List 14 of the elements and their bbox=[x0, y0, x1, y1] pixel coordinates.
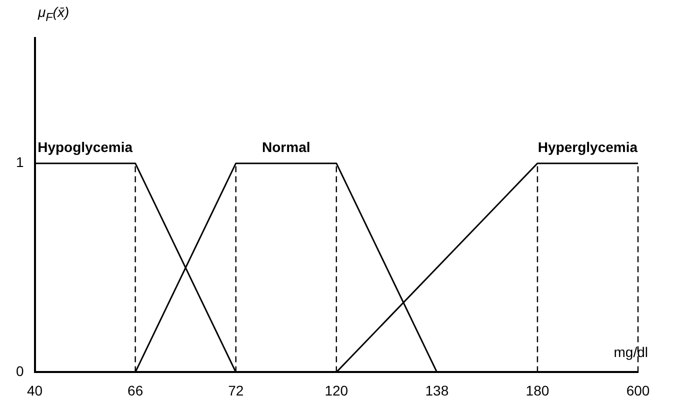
x-axis-title: mg/dl bbox=[614, 344, 648, 360]
series-label: Hypoglycemia bbox=[38, 139, 133, 156]
x-tick-label: 180 bbox=[526, 382, 550, 398]
x-tick-label: 66 bbox=[128, 382, 144, 398]
series-label: Normal bbox=[262, 139, 310, 156]
x-tick-label: 120 bbox=[324, 382, 348, 398]
x-tick-label: 600 bbox=[626, 382, 650, 398]
y-axis-title: μ$_{F}$(x̄) bbox=[38, 4, 70, 24]
y-tick-label: 0 bbox=[16, 363, 24, 380]
x-tick-label: 40 bbox=[26, 382, 43, 398]
x-tick-label: 72 bbox=[228, 382, 244, 398]
y-tick-label: 1 bbox=[16, 154, 24, 170]
series-label: Hyperglycemia bbox=[538, 139, 638, 156]
x-tick-label: 138 bbox=[425, 382, 449, 398]
